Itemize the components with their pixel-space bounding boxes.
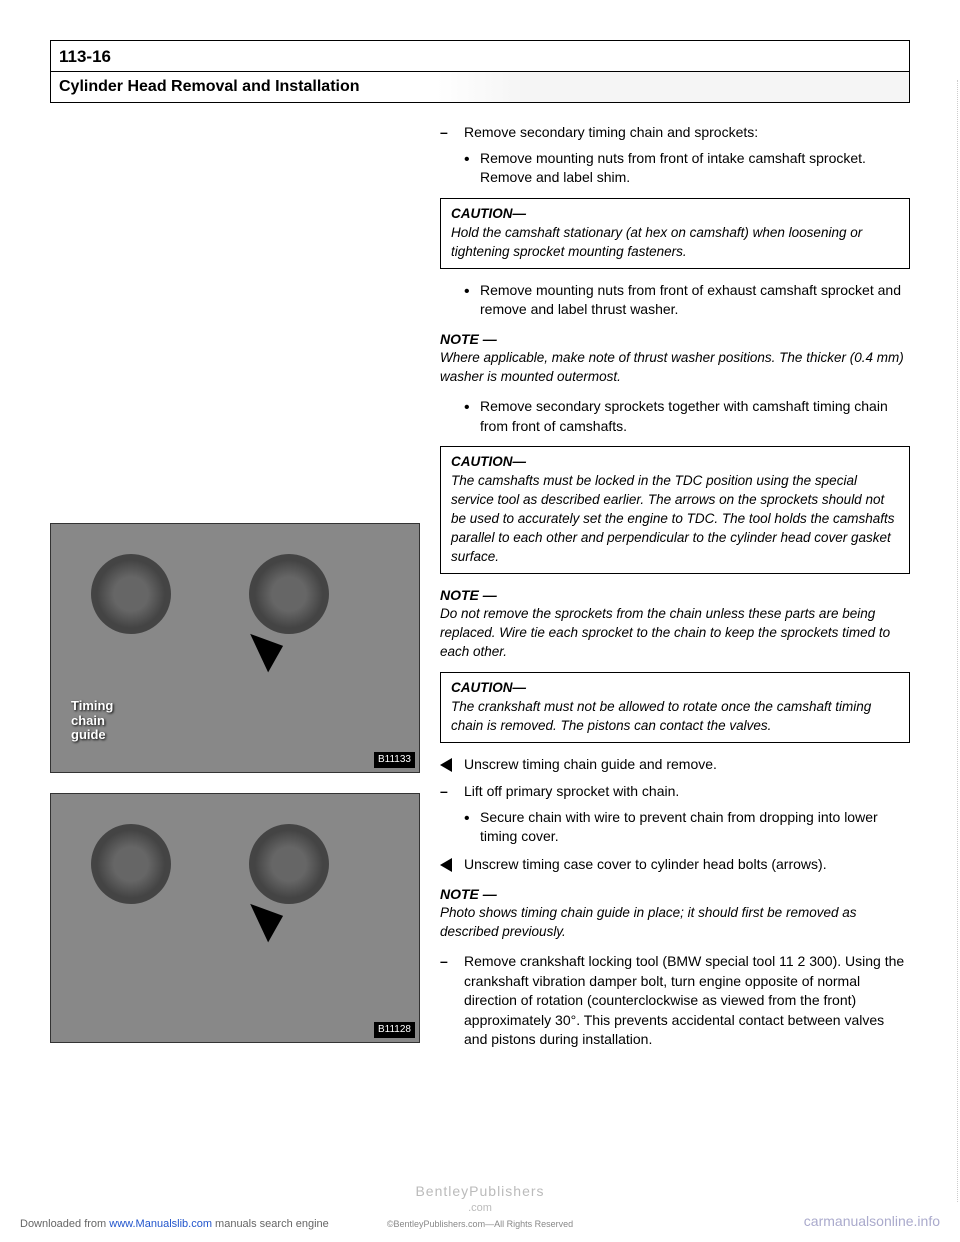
note-title: NOTE — bbox=[440, 885, 910, 905]
photo-id: B11128 bbox=[374, 1022, 415, 1038]
caution-box: CAUTION— Hold the camshaft stationary (a… bbox=[440, 198, 910, 269]
footer-watermark: carmanualsonline.info bbox=[804, 1212, 940, 1232]
note-body: Where applicable, make note of thrust wa… bbox=[440, 349, 910, 387]
triangle-icon bbox=[440, 858, 452, 872]
margin-ticks bbox=[952, 80, 958, 1202]
triangle-icon bbox=[440, 758, 452, 772]
bullet-item: Secure chain with wire to prevent chain … bbox=[464, 808, 910, 847]
caution-box: CAUTION— The camshafts must be locked in… bbox=[440, 446, 910, 573]
right-column: – Remove secondary timing chain and spro… bbox=[440, 123, 910, 1063]
note-title: NOTE — bbox=[440, 586, 910, 606]
note-body: Do not remove the sprockets from the cha… bbox=[440, 605, 910, 662]
photo-timing-chain-guide: Timing chain guide B11133 bbox=[50, 523, 420, 773]
photo-id: B11133 bbox=[374, 752, 415, 768]
bullet-item: Remove mounting nuts from front of exhau… bbox=[464, 281, 910, 320]
section-title: Cylinder Head Removal and Installation bbox=[51, 72, 909, 102]
photo-case-cover-bolts: B11128 bbox=[50, 793, 420, 1043]
note-title: NOTE — bbox=[440, 330, 910, 350]
photo-label: Timing chain guide bbox=[71, 699, 113, 742]
left-column: Timing chain guide B11133 B11128 bbox=[50, 123, 420, 1063]
note-body: Photo shows timing chain guide in place;… bbox=[440, 904, 910, 942]
step-item: Unscrew timing chain guide and remove. bbox=[440, 755, 910, 775]
step-item: – Remove secondary timing chain and spro… bbox=[440, 123, 910, 143]
bullet-item: Remove secondary sprockets together with… bbox=[464, 397, 910, 436]
page-header: 113-16 Cylinder Head Removal and Install… bbox=[50, 40, 910, 103]
bullet-item: Remove mounting nuts from front of intak… bbox=[464, 149, 910, 188]
caution-box: CAUTION— The crankshaft must not be allo… bbox=[440, 672, 910, 743]
step-item: – Remove crankshaft locking tool (BMW sp… bbox=[440, 952, 910, 1050]
step-item: – Lift off primary sprocket with chain. bbox=[440, 782, 910, 802]
content-area: Timing chain guide B11133 B11128 – Remov… bbox=[50, 123, 910, 1063]
page-number: 113-16 bbox=[51, 41, 909, 72]
step-item: Unscrew timing case cover to cylinder he… bbox=[440, 855, 910, 875]
